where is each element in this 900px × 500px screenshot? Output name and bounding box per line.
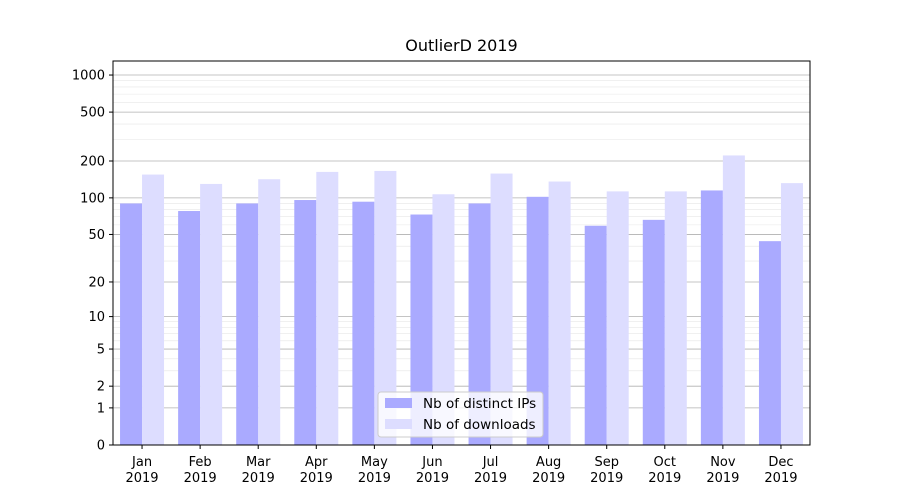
y-tick-label: 20 [88, 275, 105, 290]
legend-label: Nb of downloads [423, 417, 536, 433]
x-tick-label: Feb 2019 [184, 455, 217, 486]
bars [120, 155, 803, 446]
x-axis: Jan 2019 Feb 2019 Mar 2019 Apr 2019 May 2019 Jun 20… [125, 445, 798, 486]
legend: Nb of distinct IPs Nb of downloads [377, 391, 544, 438]
x-tick-label: Nov 2019 [706, 455, 739, 486]
y-axis: 0 1 2 5 10 20 50 100 200 500 1000 [72, 69, 113, 454]
bar-distinct-ips [642, 219, 665, 445]
x-tick-label: Sep 2019 [590, 455, 623, 486]
bar-downloads [722, 155, 745, 445]
y-tick-label: 50 [88, 228, 105, 243]
x-tick-label: Mar 2019 [242, 455, 275, 486]
y-tick-label: 200 [80, 155, 105, 170]
x-tick-label: Apr 2019 [300, 455, 333, 486]
y-tick-label: 0 [97, 439, 105, 454]
x-tick-label: Jan 2019 [125, 455, 158, 486]
bar-distinct-ips [700, 190, 723, 445]
bar-downloads [142, 174, 165, 445]
y-tick-label: 500 [80, 106, 105, 121]
y-tick-label: 2 [97, 380, 105, 395]
bar-downloads [200, 183, 223, 446]
bar-downloads [606, 191, 629, 445]
x-tick-label: Dec 2019 [764, 455, 797, 486]
legend-swatch [385, 398, 412, 408]
legend-label: Nb of distinct IPs [423, 396, 536, 412]
x-tick-label: Jun 2019 [416, 455, 449, 486]
y-tick-label: 1000 [72, 69, 105, 84]
x-tick-label: May 2019 [358, 455, 391, 486]
y-tick-label: 100 [80, 191, 105, 206]
bar-distinct-ips [584, 225, 607, 445]
bar-distinct-ips [294, 200, 317, 445]
bar-downloads [432, 194, 455, 445]
bar-downloads [548, 181, 571, 445]
bar-downloads [780, 183, 803, 445]
y-tick-label: 1 [97, 401, 105, 416]
y-tick-label: 5 [97, 343, 105, 358]
grid-lines [113, 74, 810, 409]
bar-distinct-ips [178, 211, 201, 445]
chart-title: OutlierD 2019 [405, 36, 517, 55]
bar-distinct-ips [120, 203, 143, 445]
bar-downloads [664, 191, 687, 445]
x-tick-label: Jul 2019 [474, 455, 507, 486]
bar-distinct-ips [352, 201, 375, 445]
bar-distinct-ips [526, 196, 549, 445]
bar-downloads [258, 179, 281, 445]
bar-distinct-ips [410, 214, 433, 445]
x-tick-label: Aug 2019 [532, 455, 565, 486]
bar-distinct-ips [236, 203, 259, 445]
bar-distinct-ips [468, 203, 491, 445]
legend-box [377, 391, 544, 438]
y-tick-label: 10 [88, 310, 105, 325]
x-tick-label: Oct 2019 [648, 455, 681, 486]
bar-downloads [374, 170, 397, 446]
bar-downloads [316, 171, 339, 445]
legend-swatch [385, 419, 412, 429]
bar-distinct-ips [758, 241, 781, 445]
bar-downloads [490, 173, 513, 445]
plot-frame [112, 60, 811, 446]
